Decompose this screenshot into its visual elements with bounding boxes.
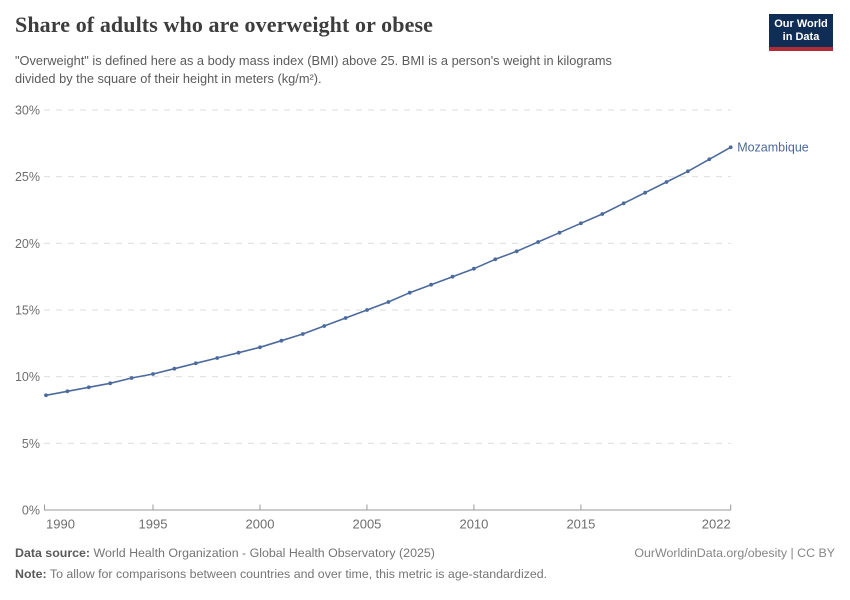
data-point[interactable]: [279, 338, 284, 343]
chart-title: Share of adults who are overweight or ob…: [15, 12, 434, 37]
data-point[interactable]: [407, 290, 412, 295]
data-point[interactable]: [236, 350, 241, 355]
x-axis-tick-label: 2005: [352, 517, 381, 532]
chart-subtitle-line-1: "Overweight" is defined here as a body m…: [15, 53, 612, 68]
data-point[interactable]: [215, 356, 220, 360]
data-point[interactable]: [65, 389, 70, 394]
footer-left: Data source: World Health Organization -…: [15, 543, 547, 585]
data-source-line: Data source: World Health Organization -…: [15, 543, 547, 564]
data-point[interactable]: [343, 316, 348, 320]
data-point[interactable]: [707, 157, 712, 162]
data-point[interactable]: [365, 308, 369, 312]
data-point[interactable]: [172, 366, 177, 371]
data-point[interactable]: [386, 300, 391, 304]
data-point[interactable]: [514, 249, 519, 254]
data-point[interactable]: [536, 240, 540, 244]
data-point[interactable]: [493, 257, 498, 262]
data-point[interactable]: [472, 266, 476, 271]
data-point[interactable]: [193, 361, 198, 366]
note-line: Note: To allow for comparisons between c…: [15, 564, 547, 585]
y-axis-tick-label: 15%: [15, 304, 40, 318]
x-axis-tick-label: 1995: [139, 517, 168, 532]
y-axis-tick-label: 20%: [15, 237, 40, 251]
x-axis-tick-label: 2015: [566, 517, 595, 532]
citation-link[interactable]: OurWorldinData.org/obesity | CC BY: [634, 546, 835, 560]
x-axis-tick-label: 1990: [46, 517, 75, 532]
y-axis-tick-label: 0%: [22, 504, 40, 518]
note-text: To allow for comparisons between countri…: [46, 567, 548, 581]
series-label-mozambique[interactable]: Mozambique: [737, 141, 809, 155]
y-axis-tick-label: 5%: [22, 437, 40, 451]
data-point[interactable]: [108, 381, 113, 386]
y-axis-tick-label: 25%: [15, 170, 40, 184]
y-axis-tick-label: 30%: [15, 104, 40, 118]
data-point[interactable]: [557, 230, 562, 235]
owid-logo-line-2: in Data: [782, 31, 820, 43]
data-point[interactable]: [600, 212, 605, 216]
note-label: Note:: [15, 567, 47, 581]
data-point[interactable]: [322, 324, 327, 328]
data-point[interactable]: [300, 332, 305, 336]
data-source-label: Data source:: [15, 546, 91, 560]
mozambique-line[interactable]: [45, 146, 732, 397]
data-point[interactable]: [450, 274, 455, 279]
data-point[interactable]: [664, 180, 669, 184]
data-point[interactable]: [151, 372, 155, 376]
data-point[interactable]: [643, 190, 647, 195]
owid-logo-line-1: Our World: [774, 18, 828, 30]
data-point[interactable]: [258, 345, 262, 350]
owid-logo[interactable]: Our World in Data: [769, 14, 833, 51]
data-point[interactable]: [579, 221, 583, 226]
line-chart[interactable]: 0% 5% 10% 15% 20% 25% 30% 1990 1995 2000 2005 2010 2…: [0, 0, 850, 545]
data-point[interactable]: [686, 169, 690, 174]
data-point[interactable]: [621, 201, 626, 206]
data-point[interactable]: [129, 376, 134, 380]
x-axis-tick-label: 2022: [702, 517, 731, 532]
data-point[interactable]: [44, 393, 48, 398]
y-axis-tick-label: 10%: [15, 370, 40, 384]
chart-footer: Data source: World Health Organization -…: [15, 543, 835, 585]
chart-subtitle-line-2: divided by the square of their height in…: [15, 71, 322, 86]
data-source-text: World Health Organization - Global Healt…: [90, 546, 435, 560]
data-point[interactable]: [86, 385, 91, 390]
data-point[interactable]: [429, 282, 433, 287]
data-point[interactable]: [728, 145, 733, 150]
x-axis-tick-label: 2000: [246, 517, 275, 532]
chart-subtitle: "Overweight" is defined here as a body m…: [15, 52, 612, 88]
x-axis-tick-label: 2010: [459, 517, 488, 532]
